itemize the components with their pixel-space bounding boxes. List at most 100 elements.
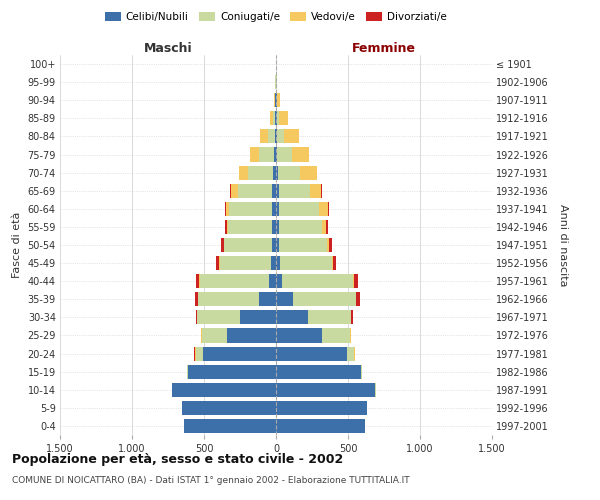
Bar	[319, 202, 328, 216]
Bar	[240, 310, 276, 324]
Bar	[276, 130, 277, 143]
Bar	[196, 346, 203, 360]
Bar	[182, 401, 276, 415]
Bar	[238, 184, 272, 198]
Bar	[272, 184, 276, 198]
Bar	[293, 292, 356, 306]
Bar	[328, 202, 329, 216]
Bar	[202, 328, 227, 342]
Bar	[221, 238, 224, 252]
Bar	[198, 292, 259, 306]
Bar	[276, 310, 308, 324]
Bar	[276, 202, 278, 216]
Bar	[269, 112, 272, 126]
Bar	[352, 310, 353, 324]
Bar	[279, 112, 288, 126]
Bar	[361, 364, 362, 378]
Bar	[239, 166, 248, 179]
Bar	[203, 346, 276, 360]
Bar	[310, 184, 322, 198]
Bar	[326, 220, 328, 234]
Bar	[228, 220, 272, 234]
Bar	[279, 238, 326, 252]
Bar	[276, 220, 278, 234]
Bar	[225, 202, 226, 216]
Bar	[230, 184, 238, 198]
Bar	[322, 220, 326, 234]
Bar	[353, 274, 354, 288]
Bar	[276, 346, 347, 360]
Bar	[272, 202, 276, 216]
Bar	[277, 148, 292, 162]
Bar	[322, 328, 350, 342]
Bar	[227, 328, 276, 342]
Text: Maschi: Maschi	[143, 42, 193, 55]
Bar	[276, 419, 365, 433]
Bar	[272, 220, 276, 234]
Text: Femmine: Femmine	[352, 42, 416, 55]
Bar	[333, 256, 336, 270]
Bar	[229, 202, 272, 216]
Bar	[272, 112, 275, 126]
Bar	[278, 166, 300, 179]
Bar	[276, 292, 293, 306]
Bar	[188, 364, 276, 378]
Bar	[276, 401, 367, 415]
Bar	[224, 238, 272, 252]
Bar	[278, 220, 322, 234]
Bar	[260, 130, 268, 143]
Legend: Celibi/Nubili, Coniugati/e, Vedovi/e, Divorziati/e: Celibi/Nubili, Coniugati/e, Vedovi/e, Di…	[101, 8, 451, 26]
Bar	[276, 382, 376, 397]
Bar	[259, 292, 276, 306]
Bar	[274, 166, 276, 179]
Text: Popolazione per età, sesso e stato civile - 2002: Popolazione per età, sesso e stato civil…	[12, 452, 343, 466]
Bar	[184, 419, 276, 433]
Bar	[277, 93, 280, 108]
Bar	[276, 274, 282, 288]
Bar	[276, 148, 277, 162]
Bar	[274, 148, 276, 162]
Bar	[276, 166, 278, 179]
Bar	[259, 148, 274, 162]
Bar	[195, 292, 197, 306]
Bar	[196, 310, 197, 324]
Bar	[248, 166, 274, 179]
Bar	[284, 130, 299, 143]
Bar	[227, 220, 228, 234]
Y-axis label: Anni di nascita: Anni di nascita	[559, 204, 568, 286]
Bar	[275, 130, 276, 143]
Bar	[276, 184, 278, 198]
Bar	[282, 274, 353, 288]
Bar	[277, 130, 284, 143]
Y-axis label: Fasce di età: Fasce di età	[12, 212, 22, 278]
Bar	[268, 130, 275, 143]
Bar	[300, 166, 317, 179]
Bar	[275, 112, 276, 126]
Bar	[277, 112, 279, 126]
Bar	[274, 93, 275, 108]
Bar	[172, 382, 276, 397]
Bar	[354, 274, 358, 288]
Bar	[271, 256, 276, 270]
Bar	[197, 310, 240, 324]
Bar	[278, 202, 319, 216]
Bar	[220, 256, 271, 270]
Bar	[196, 274, 199, 288]
Bar	[225, 220, 227, 234]
Bar	[276, 328, 322, 342]
Bar	[276, 238, 279, 252]
Bar	[269, 274, 276, 288]
Bar	[216, 256, 219, 270]
Bar	[226, 202, 229, 216]
Bar	[332, 256, 333, 270]
Text: COMUNE DI NOICATTARO (BA) - Dati ISTAT 1° gennaio 2002 - Elaborazione TUTTITALIA: COMUNE DI NOICATTARO (BA) - Dati ISTAT 1…	[12, 476, 410, 485]
Bar	[276, 364, 361, 378]
Bar	[292, 148, 309, 162]
Bar	[326, 238, 329, 252]
Bar	[200, 274, 269, 288]
Bar	[250, 148, 259, 162]
Bar	[280, 256, 332, 270]
Bar	[278, 184, 310, 198]
Bar	[347, 346, 354, 360]
Bar	[356, 292, 359, 306]
